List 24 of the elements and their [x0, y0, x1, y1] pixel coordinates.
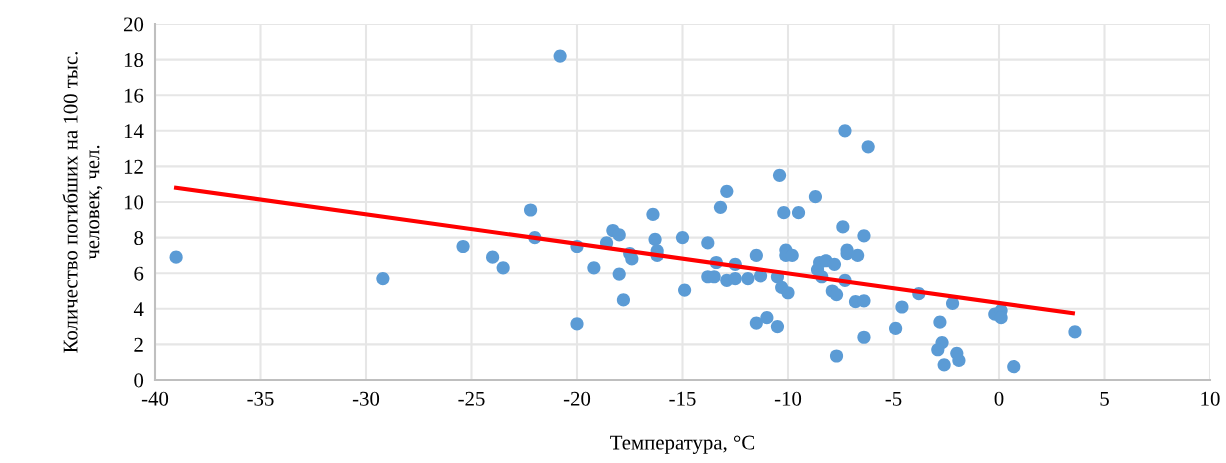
x-tick-label: -35 — [247, 391, 274, 406]
x-tick-label: -15 — [669, 391, 696, 406]
y-tick-label: 16 — [124, 88, 144, 103]
y-axis-title: Количество погибших на 100 тыс. человек, чел. — [62, 52, 103, 353]
x-tick-label: -30 — [352, 391, 380, 406]
x-axis-title: Температура, °C — [610, 435, 755, 454]
x-tick-label: -25 — [458, 391, 485, 406]
y-tick-label: 18 — [124, 52, 144, 68]
x-tick-label: -10 — [774, 391, 802, 406]
y-tick-label: 12 — [124, 159, 143, 174]
y-tick-label: 0 — [134, 373, 144, 388]
y-tick-label: 6 — [134, 266, 144, 281]
x-tick-label: 10 — [1201, 391, 1220, 406]
x-tick-label: -20 — [563, 391, 591, 406]
y-tick-label: 10 — [124, 195, 144, 210]
y-tick-label: 14 — [124, 124, 144, 139]
x-tick-label: 5 — [1100, 391, 1109, 406]
x-tick-label: -40 — [141, 391, 169, 406]
y-tick-label: 8 — [134, 230, 144, 246]
y-tick-label: 4 — [133, 302, 144, 317]
y-tick-label: 2 — [134, 337, 143, 352]
x-tick-label: -5 — [885, 391, 902, 406]
x-tick-label: 0 — [994, 391, 1004, 406]
y-tick-label: 20 — [123, 17, 144, 32]
